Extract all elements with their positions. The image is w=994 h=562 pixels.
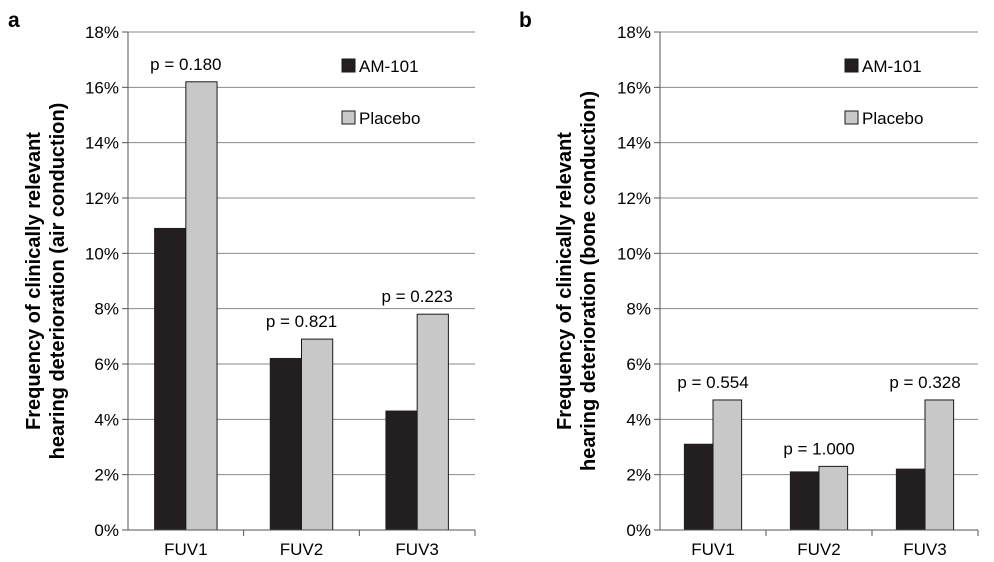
- legend-label: AM-101: [862, 57, 922, 76]
- y-axis-label: Frequency of clinically relevant hearing …: [23, 103, 69, 460]
- p-value-label: p = 0.554: [677, 373, 748, 392]
- y-tick-label: 12%: [85, 189, 119, 208]
- bar-am-101-fuv2: [269, 357, 302, 531]
- x-tick-label: FUV3: [395, 540, 438, 559]
- legend-label: AM-101: [359, 57, 419, 76]
- legend-label: Placebo: [862, 109, 923, 128]
- y-axis-label-line: Frequency of clinically relevant: [23, 132, 45, 430]
- panel-label: b: [519, 9, 532, 32]
- bar-am-101-fuv3: [895, 468, 926, 531]
- y-tick-label: 4%: [626, 410, 651, 429]
- y-tick-label: 14%: [85, 134, 119, 153]
- bar-placebo-fuv1: [185, 81, 218, 531]
- y-tick-label: 2%: [626, 466, 651, 485]
- p-value-label: p = 0.821: [266, 312, 337, 331]
- bar-placebo-fuv2: [818, 465, 849, 531]
- bar-placebo-fuv1: [712, 399, 743, 531]
- legend: AM-101 Placebo: [844, 57, 923, 128]
- x-tick-label: FUV1: [164, 540, 207, 559]
- y-tick-label: 18%: [617, 23, 651, 42]
- y-tick-label: 6%: [626, 355, 651, 374]
- y-axis-label-line: hearing deterioration (bone conduction): [578, 91, 600, 471]
- y-tick-label: 16%: [85, 78, 119, 97]
- y-tick-label: 14%: [617, 134, 651, 153]
- y-tick-label: 0%: [94, 521, 119, 540]
- x-tick-label: FUV3: [903, 540, 946, 559]
- bar-am-101-fuv1: [683, 443, 714, 531]
- x-tick-label: FUV2: [797, 540, 840, 559]
- legend-swatch: [341, 58, 356, 73]
- y-tick-label: 6%: [94, 355, 119, 374]
- bar-placebo-fuv2: [301, 338, 334, 531]
- bar-placebo-fuv3: [924, 399, 955, 531]
- legend: AM-101 Placebo: [341, 57, 420, 128]
- legend-swatch: [844, 110, 859, 125]
- bar-am-101-fuv2: [789, 471, 820, 531]
- legend-label: Placebo: [359, 109, 420, 128]
- y-tick-label: 16%: [617, 78, 651, 97]
- y-tick-label: 2%: [94, 466, 119, 485]
- y-tick-label: 0%: [626, 521, 651, 540]
- p-value-label: p = 0.180: [150, 55, 221, 74]
- p-value-label: p = 0.223: [381, 287, 452, 306]
- p-value-label: p = 0.328: [889, 373, 960, 392]
- y-axis-label-line: hearing deterioration (air conduction): [47, 103, 69, 460]
- chart-panel-b: b 0% 2% 4% 6% 8% 10% 12% 14% 16% 18% Frequency of c…: [519, 9, 979, 559]
- bar-placebo-fuv3: [416, 313, 449, 531]
- x-tick-label: FUV1: [691, 540, 734, 559]
- legend-swatch: [341, 110, 356, 125]
- x-tick-label: FUV2: [280, 540, 323, 559]
- y-tick-label: 12%: [617, 189, 651, 208]
- y-tick-label: 10%: [85, 244, 119, 263]
- bar-am-101-fuv1: [154, 227, 187, 531]
- y-tick-label: 10%: [617, 244, 651, 263]
- y-tick-label: 8%: [626, 300, 651, 319]
- y-tick-label: 18%: [85, 23, 119, 42]
- panel-label: a: [8, 9, 20, 32]
- chart-panel-a: a 0% 2% 4% 6% 8% 10% 12% 14% 16% 18% Frequency of c…: [8, 9, 476, 559]
- y-axis-label-line: Frequency of clinically relevant: [554, 132, 576, 430]
- legend-swatch: [844, 58, 859, 73]
- y-tick-label: 8%: [94, 300, 119, 319]
- y-axis-label: Frequency of clinically relevant hearing …: [554, 91, 600, 471]
- bar-am-101-fuv3: [385, 410, 418, 531]
- y-tick-label: 4%: [94, 410, 119, 429]
- p-value-label: p = 1.000: [783, 439, 854, 458]
